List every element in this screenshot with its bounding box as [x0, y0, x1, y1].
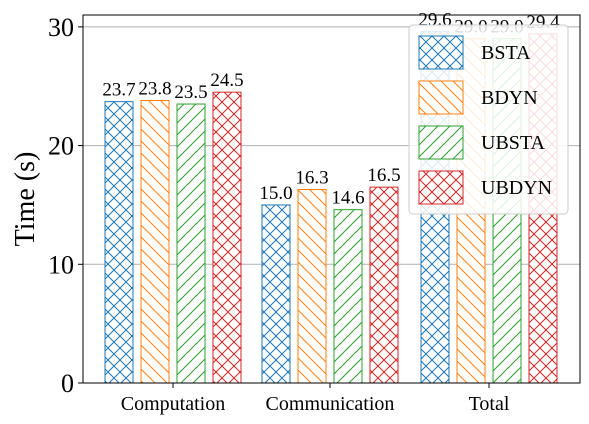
legend-swatch [418, 80, 464, 115]
legend-label: BSTA [481, 42, 531, 64]
bar [297, 189, 327, 384]
bar-bsta [104, 101, 134, 384]
bar-ubsta [333, 209, 363, 384]
legend-box [408, 24, 569, 215]
legend: BSTA BDYN UBSTA UBDYN [408, 24, 569, 215]
data-label: 23.7 [102, 80, 135, 101]
legend-item: UBDYN [418, 170, 552, 205]
data-label: 23.5 [174, 82, 207, 103]
legend-item: UBSTA [418, 125, 546, 160]
plot-frame [82, 14, 581, 384]
bar-ubdyn [212, 91, 242, 384]
legend-swatch [418, 125, 464, 160]
bar [212, 91, 242, 384]
bar-bsta [261, 204, 291, 384]
x-tick-label: Total [469, 393, 510, 415]
data-label: 14.6 [331, 188, 364, 209]
y-axis: 0 10 20 30 [48, 13, 83, 398]
bar-bdyn [140, 99, 170, 384]
bar [104, 101, 134, 384]
bar-bdyn [297, 189, 327, 384]
bar-ubsta [176, 103, 206, 384]
data-label: 16.5 [367, 165, 400, 186]
legend-item: BSTA [418, 35, 531, 70]
x-tick-label: Communication [266, 393, 395, 415]
legend-label: BDYN [481, 87, 538, 109]
bar [369, 186, 399, 384]
data-label: 23.8 [138, 78, 171, 99]
y-tick-label: 10 [48, 250, 74, 279]
legend-label: UBDYN [481, 177, 552, 199]
y-tick-label: 20 [48, 132, 74, 161]
legend-label: UBSTA [481, 132, 546, 154]
bar [261, 204, 291, 384]
data-label: 24.5 [210, 70, 243, 91]
data-label: 16.3 [295, 168, 328, 189]
data-label: 15.0 [259, 183, 292, 204]
bar-ubdyn [369, 186, 399, 384]
bar [333, 209, 363, 384]
legend-swatch [418, 35, 464, 70]
legend-swatch [418, 170, 464, 205]
legend-item: BDYN [418, 80, 538, 115]
bar [140, 99, 170, 384]
y-tick-label: 0 [61, 369, 74, 398]
y-tick-label: 30 [48, 13, 74, 42]
x-axis: Computation Communication Total [121, 383, 510, 415]
bar [176, 103, 206, 384]
y-axis-label: Time (s) [10, 152, 41, 247]
x-tick-label: Computation [121, 393, 225, 415]
